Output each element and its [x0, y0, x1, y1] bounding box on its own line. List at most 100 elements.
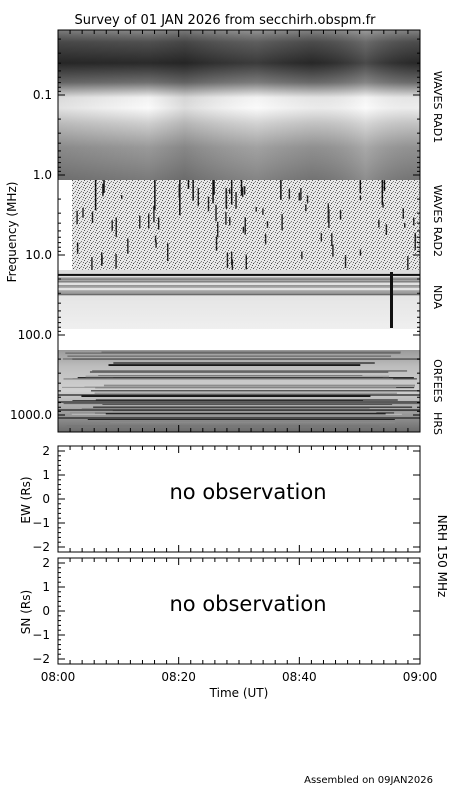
- ew-axis-label: EW (Rs): [19, 476, 33, 523]
- burst-mark: [154, 235, 157, 243]
- position-tick-label: 2: [42, 444, 50, 458]
- burst-mark: [121, 195, 123, 200]
- time-tick-labels: 08:00 08:20 08:40 09:00: [41, 670, 438, 684]
- burst-mark: [148, 213, 150, 229]
- band-label: HRS: [431, 412, 444, 435]
- burst-mark: [213, 180, 215, 195]
- position-tick-label: 0: [42, 492, 50, 506]
- burst-mark: [301, 251, 303, 260]
- sn-frame: [57, 557, 421, 665]
- burst-mark: [402, 207, 404, 220]
- rad2-missing-data: [58, 180, 72, 270]
- burst-mark: [94, 180, 97, 211]
- burst-mark: [280, 180, 282, 200]
- position-tick-label: −2: [32, 540, 50, 554]
- position-tick-label: 0: [42, 604, 50, 618]
- burst-mark: [76, 210, 78, 225]
- burst-mark: [240, 180, 243, 196]
- burst-mark: [242, 226, 245, 233]
- ew-panel: no observation EW (Rs) 2 1 0 −1 −2: [19, 444, 421, 554]
- burst-mark: [192, 180, 194, 201]
- orfees-band-lines: [58, 351, 420, 428]
- position-tick-label: −2: [32, 652, 50, 666]
- band-label: WAVES RAD2: [431, 185, 444, 257]
- position-tick-label: −1: [32, 628, 50, 642]
- ew-no-observation: no observation: [169, 480, 326, 504]
- burst-mark: [344, 255, 347, 268]
- burst-mark: [382, 203, 384, 208]
- frequency-tick-label: 10.0: [25, 248, 52, 262]
- burst-mark: [225, 212, 227, 225]
- sn-tick-marks: 2 1 0 −1 −2: [32, 556, 421, 666]
- band-label: NDA: [431, 285, 444, 310]
- burst-mark: [266, 220, 269, 228]
- burst-mark: [212, 180, 214, 204]
- sn-axis-label: SN (Rs): [19, 590, 33, 634]
- assembled-footer: Assembled on 09JAN2026: [304, 775, 433, 786]
- sn-no-observation: no observation: [169, 592, 326, 616]
- nda-band-image: [58, 270, 420, 329]
- burst-mark: [91, 211, 94, 223]
- burst-mark: [331, 233, 333, 247]
- burst-mark: [414, 234, 417, 242]
- burst-mark: [300, 188, 302, 201]
- burst-mark: [111, 220, 113, 231]
- burst-mark: [359, 249, 362, 256]
- frequency-tick-label: 100.0: [18, 328, 52, 342]
- burst-mark: [139, 215, 141, 229]
- burst-mark: [359, 195, 362, 201]
- burst-mark: [127, 238, 129, 254]
- spectrogram-tick-marks: [57, 30, 421, 432]
- burst-mark: [115, 253, 117, 269]
- time-tick-label: 08:20: [161, 670, 196, 684]
- burst-mark: [157, 217, 160, 230]
- burst-mark: [383, 180, 386, 192]
- burst-mark: [207, 196, 210, 212]
- burst-mark: [404, 223, 406, 228]
- burst-mark: [262, 208, 264, 215]
- burst-mark: [255, 207, 257, 212]
- burst-mark: [264, 234, 267, 245]
- burst-mark: [298, 192, 300, 201]
- burst-mark: [332, 244, 334, 257]
- position-tick-label: −1: [32, 516, 50, 530]
- burst-mark: [115, 217, 117, 237]
- burst-mark: [226, 252, 229, 269]
- burst-mark: [76, 242, 79, 254]
- position-tick-label: 1: [42, 468, 50, 482]
- burst-mark: [91, 257, 93, 277]
- band-label: ORFEES: [431, 359, 444, 403]
- burst-mark: [241, 187, 244, 197]
- burst-mark: [414, 232, 416, 251]
- spectrogram-panel: 0.1 1.0 10.0 100.0 1000.0 Frequency (MHz) WA…: [5, 29, 444, 435]
- burst-mark: [306, 195, 309, 203]
- burst-mark: [320, 233, 323, 242]
- time-tick-label: 08:00: [41, 670, 76, 684]
- position-tick-label: 1: [42, 580, 50, 594]
- burst-mark: [231, 259, 234, 278]
- frequency-tick-label: 0.1: [33, 88, 52, 102]
- burst-mark: [102, 187, 104, 195]
- burst-mark: [216, 221, 219, 238]
- ew-tick-marks: 2 1 0 −1 −2: [32, 444, 421, 554]
- burst-mark: [359, 180, 362, 194]
- burst-mark: [244, 217, 246, 235]
- frequency-tick-labels: 0.1 1.0 10.0 100.0 1000.0: [10, 88, 52, 422]
- time-tick-label: 09:00: [403, 670, 438, 684]
- burst-mark: [328, 209, 330, 228]
- burst-mark: [197, 188, 200, 207]
- band-label: WAVES RAD1: [431, 71, 444, 143]
- burst-mark: [82, 207, 84, 218]
- chart-title: Survey of 01 JAN 2026 from secchirh.obsp…: [75, 13, 377, 28]
- rad2-burst-marks: [76, 180, 417, 278]
- burst-mark: [155, 241, 157, 248]
- nrh-label: NRH 150 MHz: [435, 515, 449, 598]
- burst-mark: [179, 180, 181, 216]
- sn-panel: no observation SN (Rs) 2 1 0 −1 −2: [19, 556, 421, 666]
- rad1-band-shading: [58, 30, 420, 180]
- burst-mark: [381, 180, 384, 206]
- nda-burst: [390, 272, 393, 328]
- burst-mark: [101, 256, 103, 264]
- burst-mark: [245, 254, 248, 270]
- burst-mark: [154, 180, 156, 211]
